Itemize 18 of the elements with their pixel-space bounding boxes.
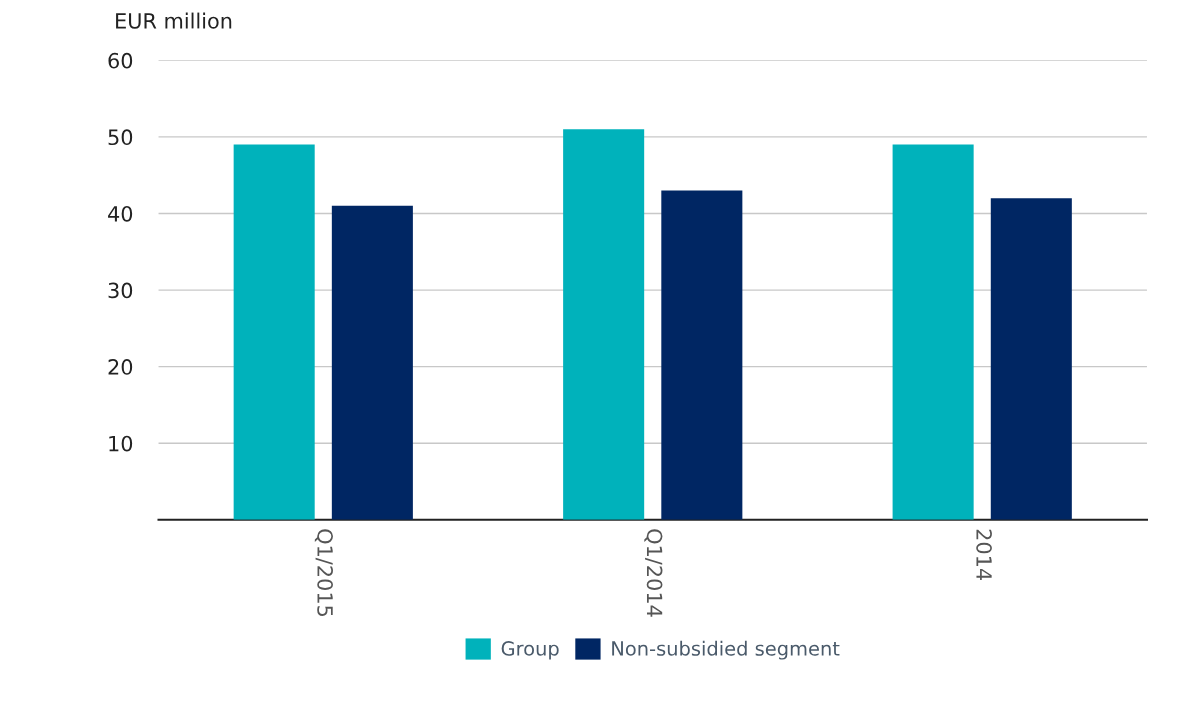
- x-tick-label: Q1/2015: [314, 529, 333, 617]
- y-tick-label: 40: [108, 205, 133, 222]
- y-tick-label: 10: [109, 435, 133, 452]
- bar: [990, 198, 1072, 520]
- y-tick-label: 30: [108, 282, 133, 299]
- x-tick-label: Q1/2014: [644, 529, 663, 617]
- bar: [892, 144, 974, 520]
- bar: [563, 129, 645, 520]
- y-tick-label: 50: [108, 129, 133, 146]
- bar: [661, 190, 743, 520]
- y-tick-label: 60: [108, 52, 133, 69]
- x-tick-label: 2014: [976, 529, 992, 581]
- y-tick-label: 20: [108, 359, 133, 375]
- y-axis-title: EUR million: [116, 12, 232, 29]
- bar: [331, 205, 413, 520]
- legend-label: Non-subsidied segment: [612, 640, 840, 660]
- legend-label: Group: [501, 641, 559, 660]
- bar: [233, 144, 315, 520]
